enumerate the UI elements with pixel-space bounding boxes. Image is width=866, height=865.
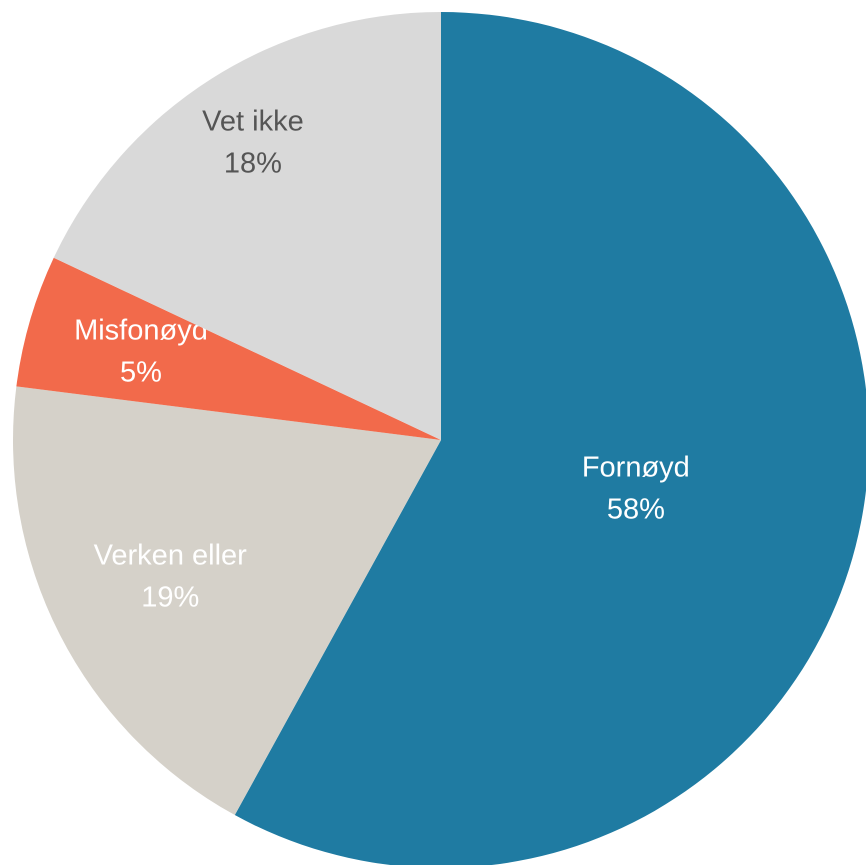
slice-label: Misfonøyd: [74, 314, 208, 346]
slice-value-label: 19%: [141, 582, 199, 614]
pie-slice: [53, 12, 442, 440]
pie-slice: [16, 257, 441, 440]
slice-label: Verken eller: [94, 540, 247, 572]
pie-slice: [13, 386, 442, 816]
slice-label: Vet ikke: [202, 105, 304, 137]
slice-label: Fornøyd: [582, 452, 690, 484]
slice-value-label: 18%: [224, 147, 282, 179]
slice-value-label: 58%: [607, 494, 665, 526]
slice-value-label: 5%: [120, 356, 162, 388]
pie-slice: [234, 12, 866, 865]
